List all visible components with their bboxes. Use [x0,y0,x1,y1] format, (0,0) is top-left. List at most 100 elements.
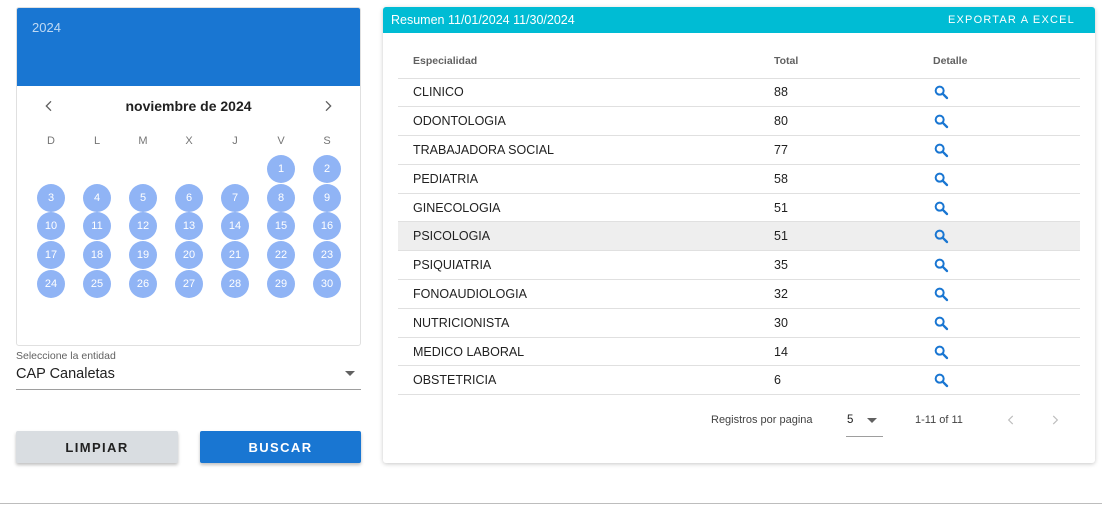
weekday-label: V [277,135,285,147]
day-9[interactable]: 9 [313,184,341,212]
weekday-label: D [47,135,55,147]
rows-per-page-select[interactable]: 5 [846,407,883,437]
chevron-right-icon [1052,415,1059,425]
weekday-label: S [323,135,331,147]
day-11[interactable]: 11 [83,212,111,240]
day-19[interactable]: 19 [129,241,157,269]
day-15[interactable]: 15 [267,212,295,240]
search-icon[interactable] [933,315,949,331]
chevron-right-icon [325,100,332,112]
day-12[interactable]: 12 [129,212,157,240]
table-header-row: Especialidad Total Detalle [398,44,1080,79]
table-body: CLINICO 88 ODONTOLOGIA 80 TRABAJADORA SOCIAL… [398,78,1080,396]
day-27[interactable]: 27 [175,270,203,298]
cell-especialidad: MEDICO LABORAL [398,337,774,367]
table-row[interactable]: OBSTETRICIA 6 [398,365,1080,396]
export-excel-button[interactable]: EXPORTAR A EXCEL [947,14,1075,26]
day-26[interactable]: 26 [129,270,157,298]
day-7[interactable]: 7 [221,184,249,212]
month-navigation: noviembre de 2024 [17,86,360,126]
search-icon[interactable] [933,344,949,360]
day-5[interactable]: 5 [129,184,157,212]
search-icon[interactable] [933,142,949,158]
day-17[interactable]: 17 [37,241,65,269]
rows-per-page-value: 5 [847,414,854,426]
day-23[interactable]: 23 [313,241,341,269]
cell-total: 80 [774,106,933,137]
search-icon[interactable] [933,84,949,100]
day-28[interactable]: 28 [221,270,249,298]
day-24[interactable]: 24 [37,270,65,298]
cell-especialidad: TRABAJADORA SOCIAL [398,135,774,165]
search-icon[interactable] [933,257,949,273]
table-row[interactable]: ODONTOLOGIA 80 [398,106,1080,137]
search-button[interactable]: BUSCAR [200,431,361,463]
table-row[interactable]: NUTRICIONISTA 30 [398,308,1080,338]
table-row[interactable]: GINECOLOGIA 51 [398,193,1080,223]
search-icon[interactable] [933,372,949,388]
rows-per-page-label: Registros por pagina [711,414,813,426]
year-label[interactable]: 2024 [32,20,61,35]
day-8[interactable]: 8 [267,184,295,212]
cell-total: 6 [774,365,933,396]
table-row[interactable]: FONOAUDIOLOGIA 32 [398,279,1080,309]
search-icon[interactable] [933,171,949,187]
cell-especialidad: GINECOLOGIA [398,193,774,223]
day-16[interactable]: 16 [313,212,341,240]
table-row[interactable]: CLINICO 88 [398,78,1080,108]
dropdown-arrow-icon [345,371,355,376]
column-header-total[interactable]: Total [774,44,933,79]
weekday-label: L [93,135,101,147]
clear-button[interactable]: LIMPIAR [16,431,178,463]
day-30[interactable]: 30 [313,270,341,298]
day-1[interactable]: 1 [267,155,295,183]
table-row[interactable]: PSIQUIATRIA 35 [398,250,1080,281]
search-icon[interactable] [933,228,949,244]
day-2[interactable]: 2 [313,155,341,183]
day-20[interactable]: 20 [175,241,203,269]
previous-month-button[interactable] [37,94,61,118]
entity-label: Seleccione la entidad [16,350,116,362]
day-4[interactable]: 4 [83,184,111,212]
day-22[interactable]: 22 [267,241,295,269]
cell-especialidad: PSICOLOGIA [398,221,774,252]
search-icon[interactable] [933,113,949,129]
cell-total: 88 [774,78,933,108]
table-row[interactable]: MEDICO LABORAL 14 [398,337,1080,367]
entity-select[interactable]: CAP Canaletas [16,363,361,390]
next-page-button[interactable] [1045,410,1065,430]
cell-especialidad: FONOAUDIOLOGIA [398,279,774,309]
search-icon[interactable] [933,286,949,302]
pagination: Registros por pagina 5 1-11 of 11 [383,407,1095,437]
day-14[interactable]: 14 [221,212,249,240]
summary-table: Especialidad Total Detalle CLINICO 88 ODON… [398,44,1080,396]
next-month-button[interactable] [316,94,340,118]
table-row[interactable]: TRABAJADORA SOCIAL 77 [398,135,1080,165]
day-13[interactable]: 13 [175,212,203,240]
day-29[interactable]: 29 [267,270,295,298]
chevron-left-icon [45,100,52,112]
days-grid: 1 2 3 4 5 6 7 8 9 10 11 12 13 14 15 16 17 18 19 20 21 22 23 24 2… [17,8,360,345]
day-18[interactable]: 18 [83,241,111,269]
table-row[interactable]: PSICOLOGIA 51 [398,221,1080,252]
previous-page-button[interactable] [1001,410,1021,430]
cell-especialidad: PSIQUIATRIA [398,250,774,281]
cell-total: 35 [774,250,933,281]
cell-especialidad: CLINICO [398,78,774,108]
day-10[interactable]: 10 [37,212,65,240]
dropdown-arrow-icon [867,418,877,423]
day-21[interactable]: 21 [221,241,249,269]
table-row[interactable]: PEDIATRIA 58 [398,164,1080,194]
cell-detalle [933,78,1080,108]
day-3[interactable]: 3 [37,184,65,212]
divider [0,503,1102,504]
day-25[interactable]: 25 [83,270,111,298]
cell-detalle [933,193,1080,223]
search-icon[interactable] [933,200,949,216]
day-6[interactable]: 6 [175,184,203,212]
summary-header: Resumen 11/01/2024 11/30/2024 EXPORTAR A… [383,7,1095,33]
pagination-range: 1-11 of 11 [915,414,963,426]
cell-especialidad: NUTRICIONISTA [398,308,774,338]
column-header-especialidad[interactable]: Especialidad [398,44,774,79]
month-label: noviembre de 2024 [125,98,252,114]
